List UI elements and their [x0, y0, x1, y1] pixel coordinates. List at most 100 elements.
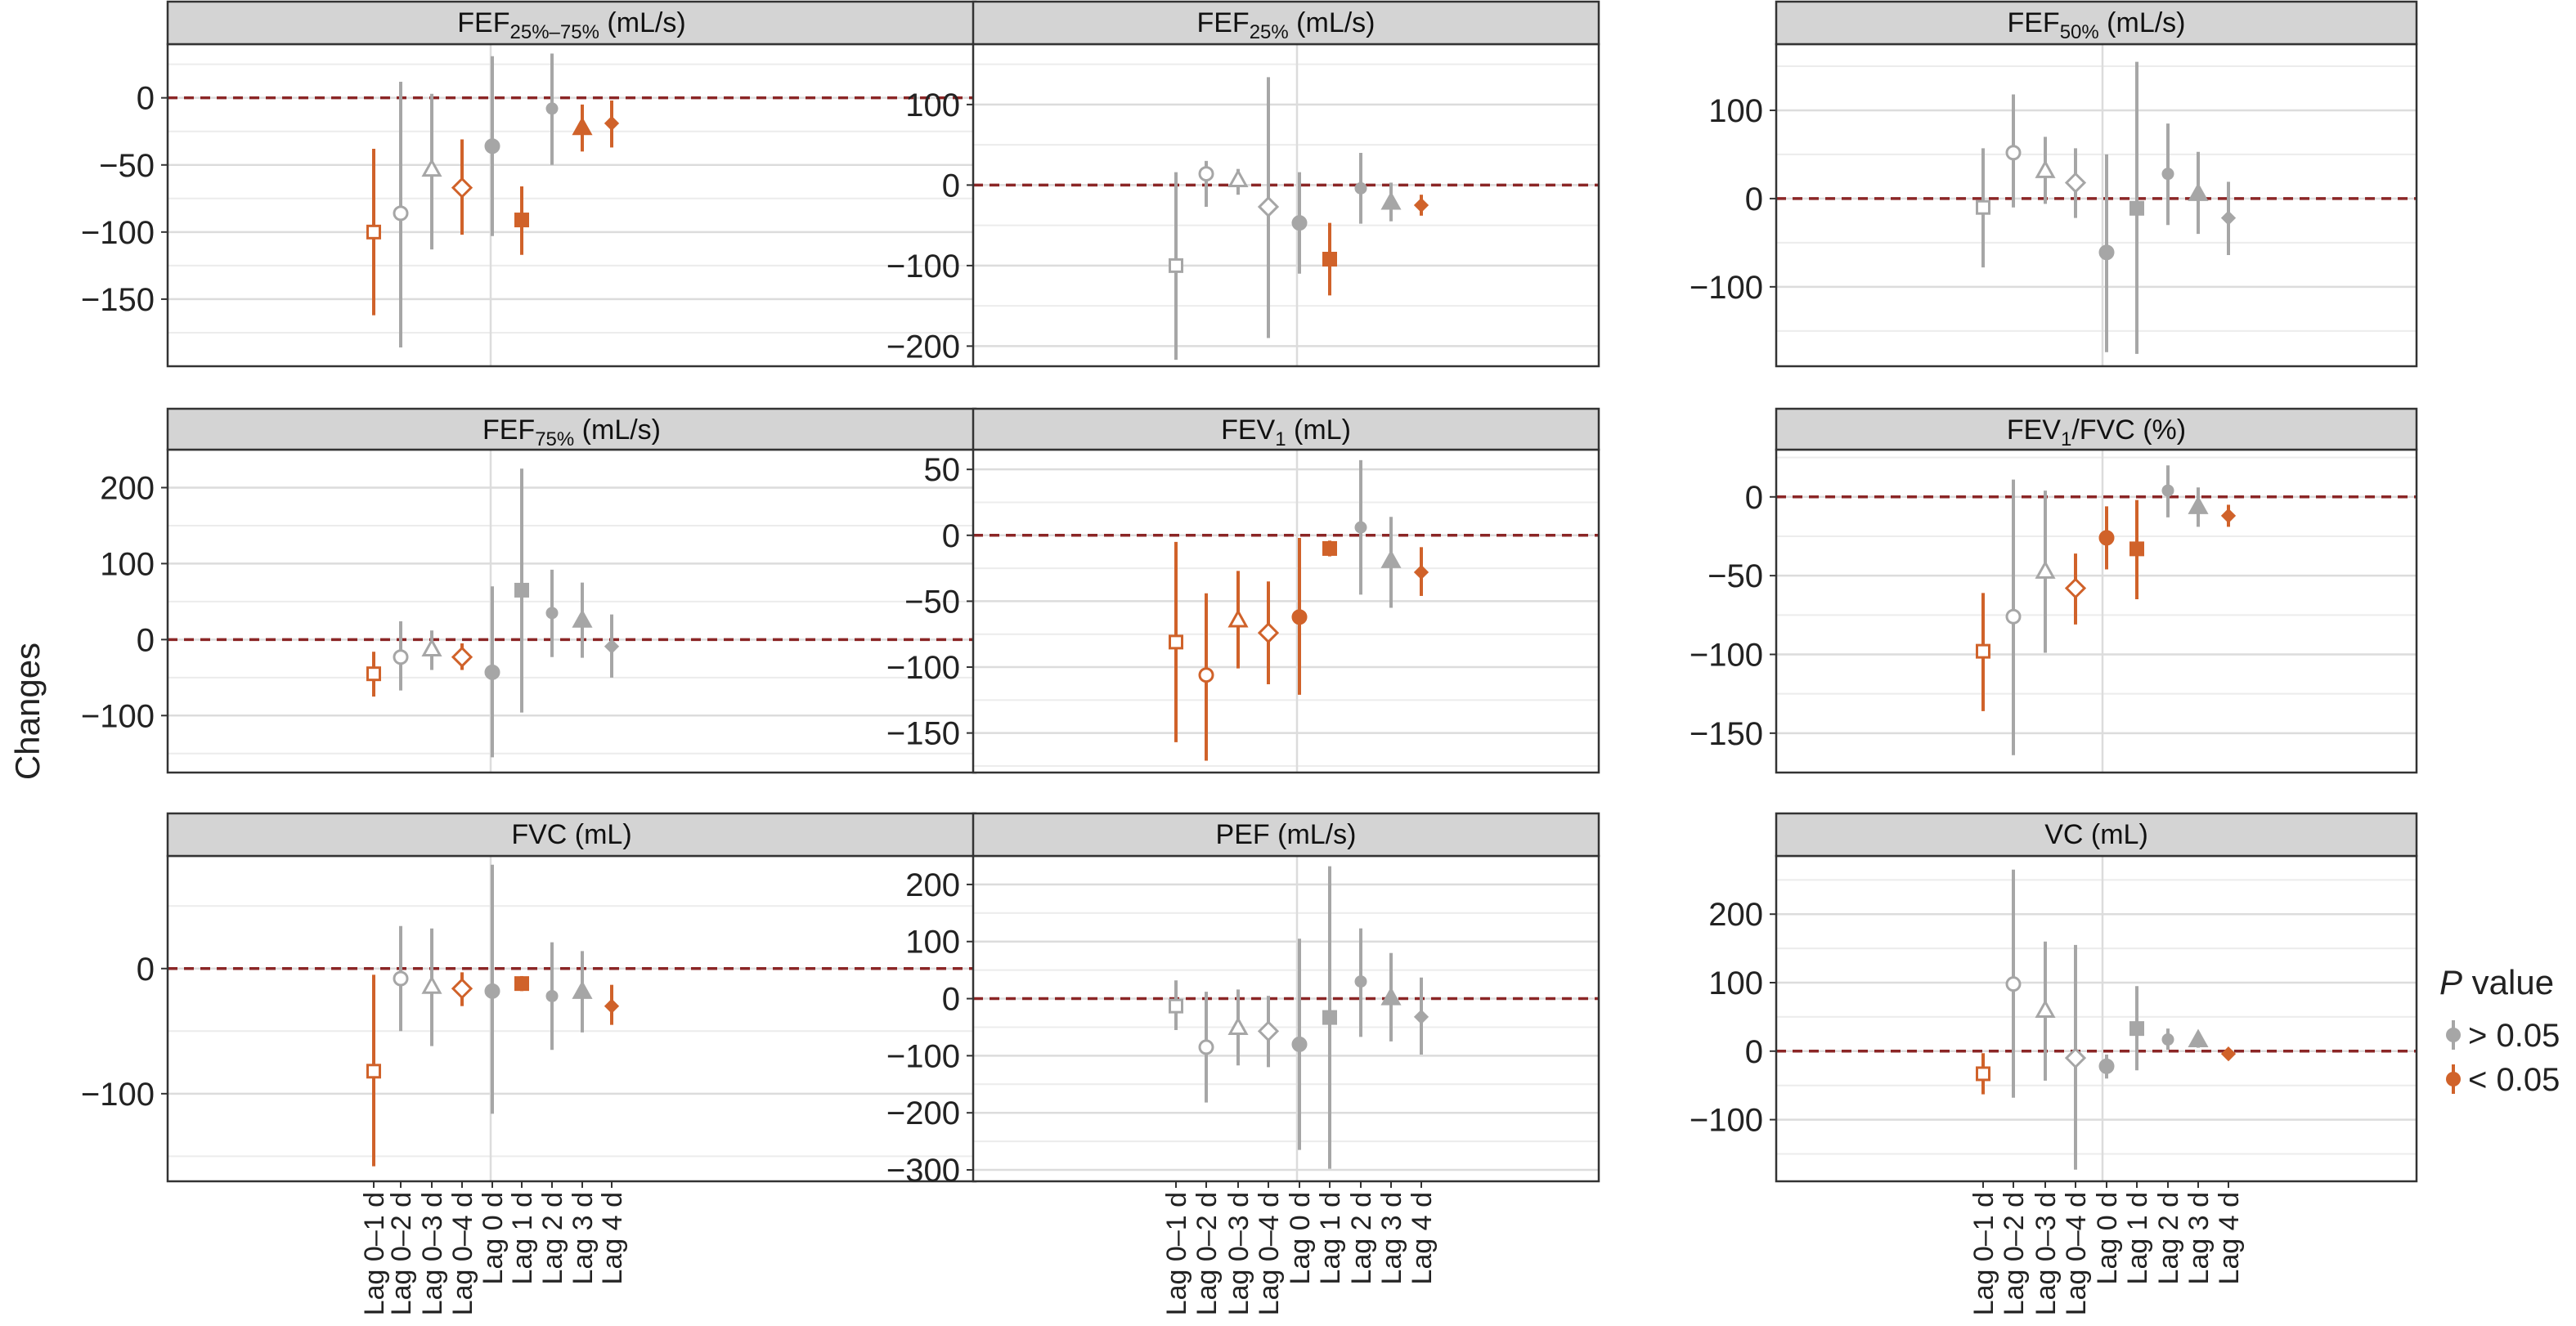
estimate-point	[2220, 504, 2237, 527]
legend-title: P value	[2439, 963, 2554, 1001]
point-marker	[366, 224, 381, 240]
legend-label: < 0.05	[2468, 1062, 2560, 1098]
y-tick-label: 100	[905, 87, 960, 123]
legend-item: > 0.05	[2446, 1018, 2560, 1054]
point-marker	[421, 638, 442, 657]
estimate-point	[572, 104, 593, 152]
panel-background	[168, 44, 976, 366]
point-marker	[2188, 1028, 2209, 1048]
y-tick-label: −150	[81, 282, 155, 318]
estimate-point	[1413, 547, 1429, 596]
estimate-point	[421, 928, 442, 1046]
y-tick-label: 0	[137, 952, 155, 988]
estimate-point	[2220, 1046, 2237, 1062]
estimate-point	[2129, 61, 2144, 354]
point-marker	[1976, 643, 1990, 659]
point-marker	[1976, 199, 1990, 215]
estimate-point	[2129, 499, 2144, 600]
estimate-point	[1413, 977, 1429, 1055]
estimate-point	[1976, 1053, 1990, 1095]
estimate-point	[2064, 944, 2087, 1170]
legend-key-dot	[2446, 1028, 2461, 1042]
point-marker	[1380, 190, 1402, 210]
x-tick-label: Lag 0 d	[478, 1192, 509, 1284]
estimate-point	[1291, 172, 1308, 274]
point-marker	[2098, 1058, 2115, 1074]
point-marker	[1227, 168, 1249, 187]
point-marker	[514, 976, 529, 992]
point-marker	[514, 582, 529, 598]
estimate-point	[514, 186, 529, 255]
estimate-point	[2035, 941, 2056, 1081]
estimate-point	[366, 652, 381, 697]
panel-background	[973, 44, 1599, 366]
y-tick-label: −100	[886, 1038, 960, 1074]
estimate-point	[366, 149, 381, 316]
estimate-point	[1380, 517, 1402, 608]
point-marker	[2188, 495, 2209, 514]
x-tick-label: Lag 0–3 d	[417, 1192, 448, 1315]
point-marker	[366, 666, 381, 682]
panel-title: FEF50% (mL/s)	[2007, 7, 2185, 43]
panel-title: FEV1/FVC (%)	[2007, 414, 2186, 450]
point-marker	[366, 1064, 381, 1079]
point-marker	[1227, 608, 1249, 628]
estimate-point	[393, 621, 409, 691]
estimate-point	[1291, 939, 1308, 1150]
estimate-point	[2161, 1028, 2174, 1050]
point-marker	[1198, 667, 1214, 683]
estimate-point	[604, 100, 620, 148]
estimate-point	[572, 582, 593, 658]
panel-strip	[1775, 812, 2418, 858]
panel-background	[1776, 450, 2417, 773]
estimate-point	[451, 139, 473, 235]
y-tick-label: 0	[942, 982, 960, 1018]
y-tick-label: 200	[905, 867, 960, 903]
point-marker	[572, 116, 593, 136]
y-tick-label: 0	[1745, 181, 1763, 217]
point-marker	[604, 638, 620, 654]
estimate-point	[393, 925, 409, 1032]
point-marker	[1169, 258, 1183, 273]
point-marker	[484, 983, 500, 999]
point-marker	[1291, 215, 1308, 231]
estimate-point	[1354, 928, 1367, 1037]
estimate-point	[1257, 996, 1280, 1068]
point-marker	[2161, 1033, 2174, 1046]
point-marker	[393, 970, 409, 987]
estimate-point	[1227, 989, 1249, 1066]
point-marker	[393, 205, 409, 222]
estimate-point	[604, 984, 620, 1025]
point-marker	[2098, 530, 2115, 546]
estimate-point	[1198, 992, 1214, 1103]
y-tick-label: 0	[942, 168, 960, 204]
estimate-point	[545, 53, 559, 165]
panel-background	[1776, 44, 2417, 366]
estimate-point	[2064, 148, 2087, 218]
x-tick-label: Lag 3 d	[568, 1192, 599, 1284]
estimate-point	[451, 643, 473, 670]
y-tick-label: 0	[1745, 480, 1763, 516]
y-tick-label: 100	[100, 546, 155, 582]
panel-title: PEF (mL/s)	[1216, 819, 1357, 850]
estimate-point	[2005, 869, 2022, 1098]
estimate-point	[2035, 137, 2056, 204]
panel-5: 50 0 −50 −100 −150 FEV1 (mL)	[886, 407, 1600, 774]
estimate-point	[2188, 151, 2209, 235]
estimate-point	[484, 864, 500, 1114]
panel-background	[168, 450, 976, 773]
point-marker	[2035, 159, 2056, 178]
point-marker	[2005, 145, 2022, 161]
x-tick-label: Lag 0–3 d	[2031, 1192, 2062, 1315]
estimate-point	[2188, 1028, 2209, 1048]
estimate-point	[1169, 172, 1183, 361]
y-tick-label: 100	[905, 925, 960, 961]
estimate-point	[514, 975, 529, 992]
point-marker	[1322, 540, 1337, 556]
panel-strip	[1775, 0, 2418, 46]
estimate-point	[421, 630, 442, 670]
point-marker	[1257, 195, 1280, 218]
estimate-point	[2005, 479, 2022, 755]
y-tick-label: 200	[100, 470, 155, 506]
x-tick-label: Lag 0–4 d	[1254, 1192, 1285, 1315]
